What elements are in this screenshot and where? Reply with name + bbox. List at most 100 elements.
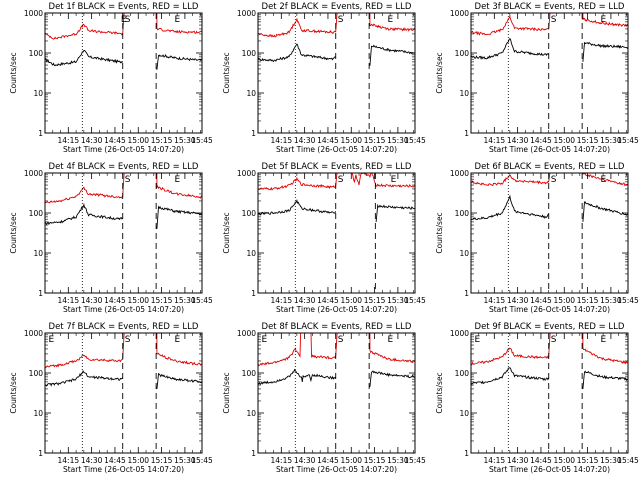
event-marker-label: S: [125, 15, 131, 25]
x-tick-label: 15:45: [404, 136, 426, 145]
series-events-line: [156, 54, 202, 70]
series-lld-line: [471, 333, 551, 366]
series-lld-line: [582, 173, 628, 187]
x-tick-label: 15:00: [340, 456, 362, 465]
x-tick-label: 14:15: [58, 136, 80, 145]
plot-frame: [470, 12, 629, 134]
x-tick-label: 14:30: [294, 296, 316, 305]
x-tick-label: 15:45: [617, 456, 639, 465]
y-tick-label: 10: [459, 409, 469, 418]
event-marker-label: E: [475, 335, 481, 345]
panel-9: Det 9f BLACK = Events, RED = LLD E S E 1 10 10…: [435, 322, 639, 474]
y-tick-label: 100: [455, 49, 470, 58]
x-tick-label: 14:30: [81, 456, 103, 465]
x-tick-label: 14:45: [530, 456, 552, 465]
y-tick-label: 1000: [24, 329, 43, 338]
plot-frame: [470, 332, 629, 454]
y-tick-label: 1000: [24, 9, 43, 18]
x-tick-label: 15:30: [387, 136, 409, 145]
y-tick-label: 1000: [24, 169, 43, 178]
x-tick-label: 14:15: [58, 456, 80, 465]
x-axis-label: Start Time (26-Oct-05 14:07:20): [276, 145, 397, 154]
series-events-line: [45, 370, 123, 387]
panel-title: Det 8f BLACK = Events, RED = LLD: [262, 322, 412, 332]
series-events-line: [369, 44, 415, 66]
x-axis-label: Start Time (26-Oct-05 14:07:20): [489, 145, 610, 154]
x-tick-label: 14:45: [104, 136, 126, 145]
x-tick-label: 15:00: [340, 296, 362, 305]
panel-7: Det 7f BLACK = Events, RED = LLD E S E 1 10 10…: [9, 322, 213, 474]
y-tick-label: 100: [29, 49, 44, 58]
y-axis-label: Counts/sec: [435, 372, 444, 413]
x-tick-label: 15:15: [577, 296, 599, 305]
panel-title: Det 3f BLACK = Events, RED = LLD: [475, 2, 625, 12]
y-tick-label: 100: [242, 209, 257, 218]
x-tick-label: 14:15: [484, 456, 506, 465]
series-events-line: [471, 367, 550, 385]
x-tick-label: 15:00: [553, 296, 575, 305]
panel-3: Det 3f BLACK = Events, RED = LLD S E 1 10 100…: [435, 2, 639, 154]
x-axis-label: Start Time (26-Oct-05 14:07:20): [489, 465, 610, 474]
y-tick-label: 1000: [237, 169, 256, 178]
event-marker-label: S: [125, 175, 131, 185]
x-tick-label: 14:45: [530, 296, 552, 305]
series-events-line: [369, 370, 415, 387]
series-events-line: [258, 43, 336, 63]
y-tick-label: 1: [38, 129, 43, 138]
y-tick-label: 10: [246, 249, 256, 258]
x-tick-label: 15:30: [174, 136, 196, 145]
series-lld-line: [258, 13, 338, 38]
y-tick-label: 100: [455, 209, 470, 218]
x-axis-label: Start Time (26-Oct-05 14:07:20): [489, 305, 610, 314]
event-marker-label: E: [600, 15, 606, 25]
plot-frame: [44, 332, 203, 454]
event-marker-label: E: [174, 175, 180, 185]
y-tick-label: 1000: [237, 9, 256, 18]
series-events-line: [582, 370, 628, 389]
y-tick-label: 1000: [450, 329, 469, 338]
panel-title: Det 6f BLACK = Events, RED = LLD: [475, 162, 625, 172]
panel-4: Det 4f BLACK = Events, RED = LLD S E 1 10 100…: [9, 162, 213, 314]
y-tick-label: 1000: [450, 169, 469, 178]
plot-frame: [44, 172, 203, 294]
x-tick-label: 15:15: [151, 456, 173, 465]
y-tick-label: 10: [33, 89, 43, 98]
x-tick-label: 15:00: [127, 456, 149, 465]
y-tick-label: 100: [29, 369, 44, 378]
event-marker-label: E: [174, 335, 180, 345]
x-tick-label: 15:45: [617, 296, 639, 305]
series-events-line: [45, 50, 124, 67]
x-tick-label: 14:45: [317, 456, 339, 465]
event-marker-label: S: [551, 335, 557, 345]
series-events-line: [258, 198, 337, 216]
series-events-line: [471, 37, 549, 60]
x-tick-label: 15:30: [174, 296, 196, 305]
y-tick-label: 1: [464, 449, 469, 458]
x-tick-label: 15:45: [191, 136, 213, 145]
x-tick-label: 14:30: [507, 296, 529, 305]
y-tick-label: 10: [33, 249, 43, 258]
series-lld-line: [471, 13, 551, 36]
y-tick-label: 10: [246, 409, 256, 418]
panel-6: Det 6f BLACK = Events, RED = LLD S E 1 10 100…: [435, 162, 639, 314]
x-tick-label: 14:15: [484, 136, 506, 145]
y-tick-label: 1: [38, 289, 43, 298]
event-marker-label: S: [125, 335, 131, 345]
panel-title: Det 1f BLACK = Events, RED = LLD: [49, 2, 199, 12]
x-tick-label: 14:30: [294, 136, 316, 145]
series-lld-line: [471, 173, 551, 187]
series-lld-line: [45, 333, 125, 369]
x-tick-label: 14:30: [507, 136, 529, 145]
series-lld-line: [369, 333, 415, 364]
x-tick-label: 14:15: [271, 296, 293, 305]
x-axis-label: Start Time (26-Oct-05 14:07:20): [276, 305, 397, 314]
event-marker-label: E: [600, 335, 606, 345]
y-axis-label: Counts/sec: [9, 52, 18, 93]
series-lld-line: [369, 13, 415, 32]
x-tick-label: 14:45: [530, 136, 552, 145]
y-axis-label: Counts/sec: [222, 52, 231, 93]
panel-2: Det 2f BLACK = Events, RED = LLD S E 1 10 100…: [222, 2, 426, 154]
x-tick-label: 15:30: [600, 136, 622, 145]
x-tick-label: 15:45: [404, 296, 426, 305]
